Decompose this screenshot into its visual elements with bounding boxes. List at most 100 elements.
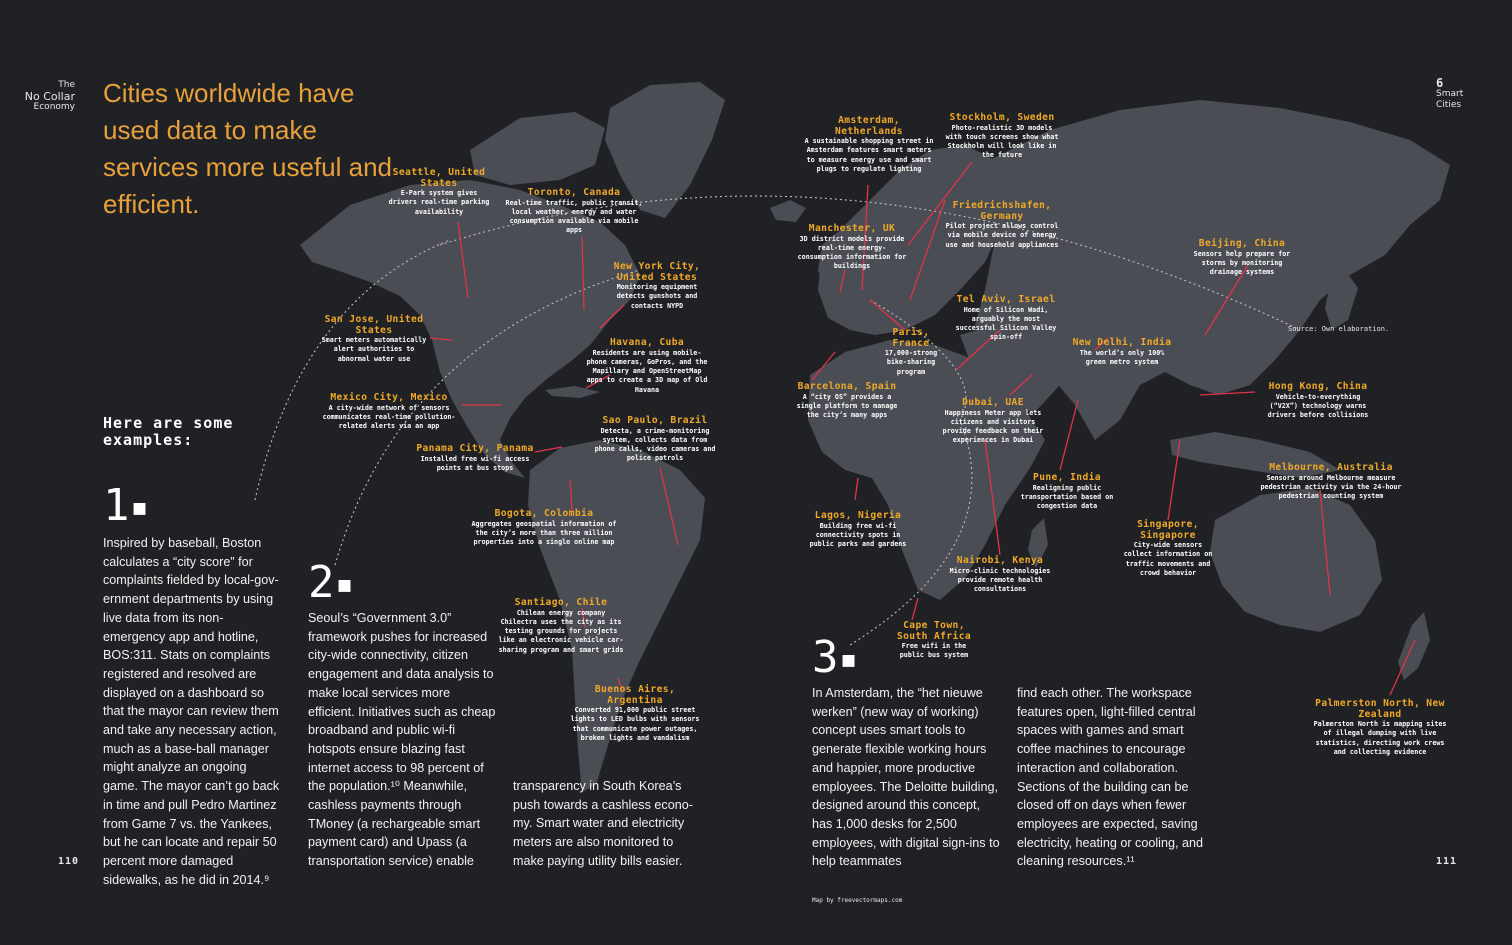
examples-heading-line1: Here are some (103, 414, 234, 432)
pin-newyork-city: New York City, United States (613, 261, 701, 283)
pin-singapore-city: Singapore, Singapore (1137, 519, 1199, 541)
arc-4 (849, 419, 973, 646)
pin-melbourne-city: Melbourne, Australia (1269, 462, 1393, 473)
example-3-number: 3 ■ (812, 632, 855, 683)
pin-pune: Pune, India Realigning public transporta… (1018, 472, 1116, 511)
leader-barcelona (811, 351, 836, 381)
greenland-shape (605, 82, 725, 218)
running-head-right-line2: Cities (1436, 100, 1462, 110)
pin-telaviv-city: Tel Aviv, Israel (956, 294, 1056, 305)
leader-stockholm (907, 161, 973, 246)
pin-hongkong: Hong Kong, China Vehicle-to-everything (… (1264, 381, 1372, 420)
running-head-left-line1: The (58, 80, 75, 90)
pin-seattle-desc: E-Park system gives drivers real-time pa… (388, 189, 490, 216)
leader-saopaulo (659, 467, 679, 546)
pin-paris-desc: 17,000-strong bike-sharing program (884, 349, 938, 376)
leader-telaviv (955, 329, 1001, 371)
pin-mexico-city: Mexico City, Mexico (330, 392, 448, 403)
arc-3 (439, 195, 1301, 331)
examples-heading-line2: examples: (103, 431, 194, 449)
pin-seattle-city: Seattle, United States (392, 167, 486, 189)
pin-nairobi-city: Nairobi, Kenya (956, 555, 1044, 566)
pin-newdelhi-city: New Delhi, India (1072, 337, 1172, 348)
headline: Cities worldwide have used data to make … (103, 78, 393, 219)
pin-toronto-city: Toronto, Canada (527, 187, 621, 198)
example-3-text-col1: In Amsterdam, the “het nieuwe werken” (n… (812, 686, 1000, 869)
leader-beijing (1204, 264, 1249, 336)
leader-havana (585, 374, 611, 389)
pin-telaviv: Tel Aviv, Israel Home of Silicon Wadi, a… (950, 294, 1062, 343)
leader-amsterdam (861, 184, 869, 291)
indonesia-shape (1170, 432, 1340, 478)
arc-1 (254, 239, 451, 501)
pin-capetown-city: Cape Town, South Africa (896, 620, 972, 642)
madagascar-shape (1028, 518, 1048, 568)
leader-pune (1059, 399, 1079, 471)
leader-lagos (854, 477, 859, 501)
pin-saopaulo-city: Sao Paulo, Brazil (602, 415, 708, 426)
leader-buenosaires (617, 677, 623, 691)
leader-seattle (457, 221, 469, 299)
pin-saopaulo: Sao Paulo, Brazil Detecta, a crime-monit… (592, 415, 718, 464)
pin-panama-city: Panama City, Panama (416, 443, 534, 454)
pin-beijing-city: Beijing, China (1198, 238, 1286, 249)
section-number-glyph: 6 (1436, 76, 1444, 90)
examples-heading: Here are some examples: (103, 415, 233, 449)
africa-shape (808, 340, 1045, 600)
pin-capetown: Cape Town, South Africa Free wifi in the… (892, 620, 976, 661)
pin-lagos-city: Lagos, Nigeria (814, 510, 902, 521)
leader-sanjose (429, 337, 453, 341)
pin-seattle: Seattle, United States E-Park system giv… (388, 167, 490, 217)
asia-shape (975, 100, 1450, 440)
page-number-right: 111 (1436, 856, 1458, 867)
pin-melbourne: Melbourne, Australia Sensors around Melb… (1252, 462, 1410, 501)
leader-palmerston (1389, 639, 1416, 696)
pin-mexico-desc: A city-wide network of sensors communica… (322, 403, 456, 431)
running-head-left-line2: No Collar (24, 90, 75, 103)
pin-barcelona-city: Barcelona, Spain (797, 381, 897, 392)
pin-palmerston-city: Palmerston North, New Zealand (1315, 698, 1445, 720)
pin-paris: Paris, France 17,000-strong bike-sharing… (876, 327, 946, 377)
leader-friedrichshafen (909, 199, 946, 301)
pin-friedrichshafen-desc: Pilot project allows control via mobile … (945, 222, 1059, 249)
leader-toronto (581, 236, 585, 311)
pin-telaviv-desc: Home of Silicon Wadi, arguably the most … (955, 305, 1057, 342)
pin-amsterdam-desc: A sustainable shopping street in Amsterd… (804, 137, 934, 173)
leader-melbourne (1319, 489, 1331, 596)
pin-panama-desc: Installed free wi-fi access points at bu… (420, 454, 530, 472)
pin-buenosaires-desc: Converted 91,000 public street lights to… (570, 706, 700, 742)
leader-capetown (911, 597, 919, 621)
leader-hongkong (1199, 391, 1256, 396)
pin-lagos-desc: Building free wi-fi connectivity spots i… (809, 521, 907, 549)
south-america-shape (528, 440, 705, 792)
example-2-digit: 2 (308, 557, 334, 608)
pin-lagos: Lagos, Nigeria Building free wi-fi conne… (804, 510, 912, 549)
pin-manchester: Manchester, UK 3D district models provid… (796, 223, 908, 272)
north-america-shape (300, 180, 640, 478)
running-head-left-line3: Economy (33, 102, 75, 112)
pin-stockholm-city: Stockholm, Sweden (949, 112, 1055, 123)
pin-sanjose-city: San Jose, United States (324, 314, 424, 336)
leader-lines (429, 161, 1416, 696)
leader-singapore (1167, 439, 1181, 521)
pin-stockholm-desc: Photo-realistic 3D models with touch scr… (945, 123, 1059, 160)
example-1-number: 1 ■ (103, 480, 146, 531)
new-zealand-shape (1398, 612, 1430, 680)
example-2-number: 2 ■ (308, 557, 351, 608)
japan-shape (1325, 270, 1358, 330)
pin-palmerston: Palmerston North, New Zealand Palmerston… (1310, 698, 1450, 757)
pin-nairobi: Nairobi, Kenya Micro-clinic technologies… (944, 555, 1056, 594)
pin-mexico: Mexico City, Mexico A city-wide network … (316, 392, 462, 431)
leader-newyork (599, 304, 625, 329)
pin-sanjose-desc: Smart meters automatically alert authori… (321, 336, 427, 363)
pin-pune-city: Pune, India (1033, 472, 1101, 483)
leader-dubai (1009, 374, 1033, 396)
example-3-digit: 3 (812, 632, 838, 683)
pin-melbourne-desc: Sensors around Melbourne measure pedestr… (1260, 473, 1402, 501)
leader-bogota (569, 479, 573, 511)
running-head-right: 6 Smart Cities (1436, 76, 1463, 111)
pin-barcelona-desc: A “city OS” provides a single platform t… (796, 392, 898, 420)
pin-palmerston-desc: Palmerston North is mapping sites of ill… (1313, 720, 1447, 756)
pin-hongkong-city: Hong Kong, China (1268, 381, 1368, 392)
